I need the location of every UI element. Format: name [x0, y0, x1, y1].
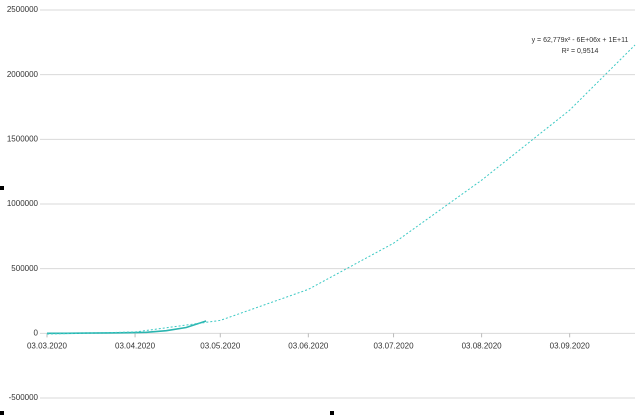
- y-tick-label: 0: [34, 328, 39, 337]
- y-tick-label: 2000000: [7, 70, 39, 79]
- x-tick-label: 03.04.2020: [115, 341, 156, 350]
- x-tick-label: 03.08.2020: [462, 341, 503, 350]
- y-tick-label: 1000000: [7, 199, 39, 208]
- line-series: [47, 320, 207, 335]
- x-tick-label: 03.06.2020: [288, 341, 329, 350]
- line-series: [46, 44, 636, 335]
- trend-equation: y = 62,779x² - 6E+06x + 1E+11: [532, 37, 629, 44]
- x-tick-label: 03.05.2020: [200, 341, 241, 350]
- y-tick-label: 1500000: [7, 134, 39, 143]
- x-tick-label: 03.09.2020: [550, 341, 591, 350]
- x-tick-label: 03.07.2020: [374, 341, 415, 350]
- y-tick-label: 2500000: [7, 5, 39, 14]
- selection-handle: [0, 186, 4, 190]
- y-tick-label: -500000: [9, 393, 39, 402]
- y-tick-label: 500000: [11, 264, 38, 273]
- x-tick-label: 03.03.2020: [27, 341, 68, 350]
- r-squared: R² = 0,9514: [562, 48, 599, 55]
- selection-handle: [330, 411, 334, 415]
- selection-handle: [0, 411, 4, 415]
